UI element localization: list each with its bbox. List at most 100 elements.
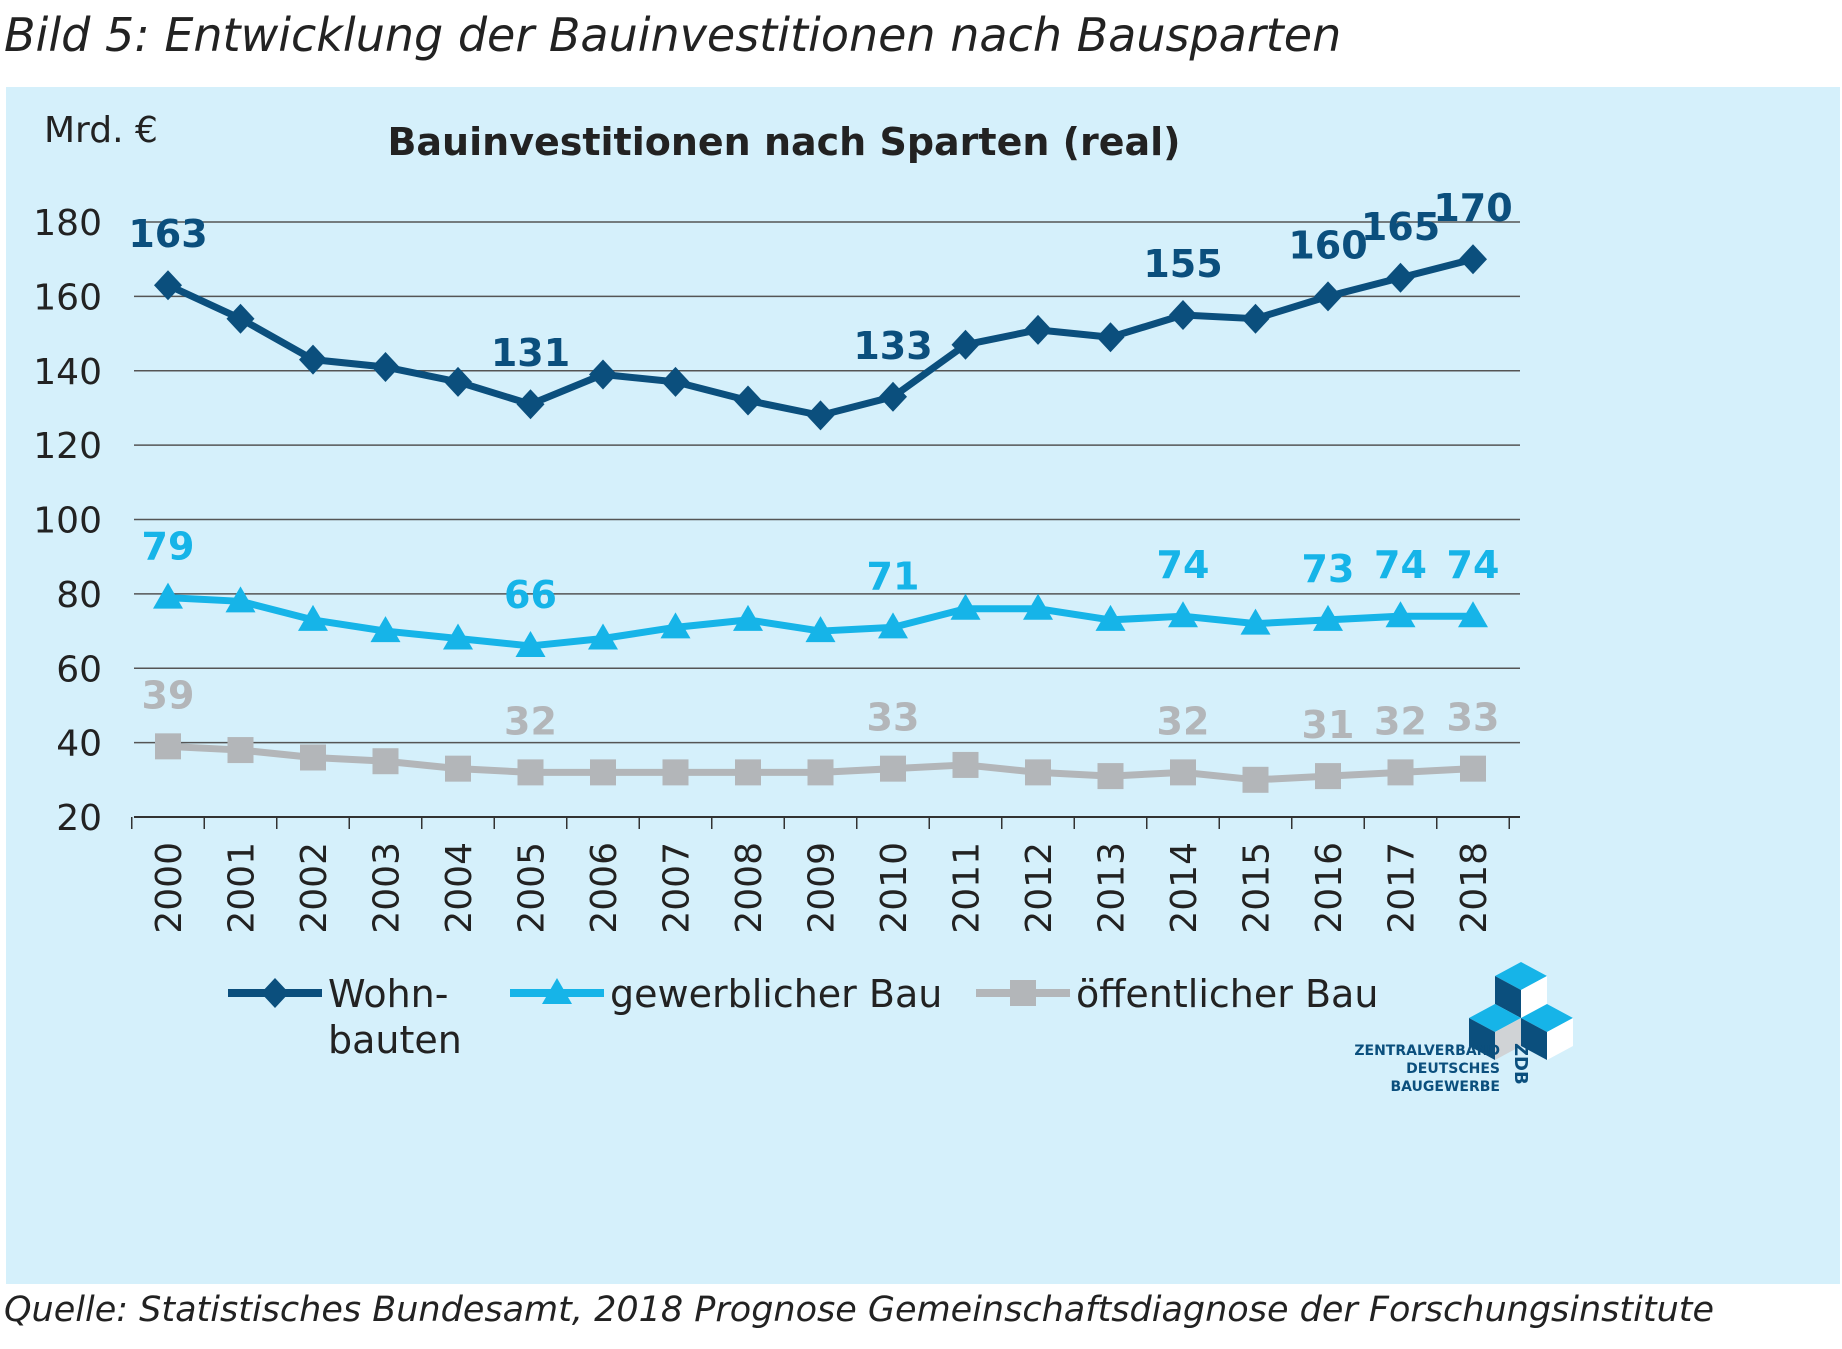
- data-label: 71: [867, 554, 920, 598]
- data-label: 170: [1433, 186, 1512, 230]
- data-point: [1170, 759, 1196, 786]
- data-point: [542, 978, 572, 1004]
- data-label: 165: [1361, 205, 1440, 249]
- data-point: [1168, 601, 1198, 628]
- data-point: [951, 329, 980, 360]
- data-point: [371, 352, 400, 383]
- x-tick-label: 2012: [1019, 842, 1060, 934]
- data-point: [1096, 322, 1125, 353]
- data-point: [590, 759, 616, 786]
- data-point: [661, 366, 690, 397]
- series-diamond: [154, 244, 1487, 431]
- y-axis-ticks: 20 40 60 80 100 120 140 160 180: [33, 203, 102, 839]
- y-tick-label: 160: [33, 277, 102, 318]
- data-point: [155, 733, 181, 760]
- y-tick-label: 120: [33, 426, 102, 467]
- data-point: [298, 604, 328, 631]
- y-tick-label: 20: [56, 798, 102, 839]
- data-point: [443, 623, 473, 650]
- data-point: [1241, 303, 1270, 334]
- data-point: [734, 385, 762, 416]
- y-tick-label: 60: [56, 649, 102, 690]
- legend-label: bauten: [328, 1018, 462, 1062]
- data-point: [660, 612, 691, 639]
- data-point: [878, 612, 908, 639]
- data-label: 74: [1374, 543, 1427, 587]
- x-tick-label: 2015: [1237, 842, 1278, 934]
- x-tick-label: 2006: [584, 842, 625, 934]
- data-label: 39: [142, 673, 195, 717]
- data-label: 79: [142, 525, 195, 569]
- data-label: 32: [1157, 699, 1210, 743]
- data-point: [1023, 593, 1053, 620]
- data-point: [1025, 759, 1051, 786]
- y-tick-label: 80: [56, 575, 102, 616]
- legend-item: gewerblicher Bau: [510, 972, 942, 1016]
- data-point: [515, 630, 546, 657]
- y-tick-label: 100: [33, 501, 102, 542]
- data-point: [1097, 763, 1124, 790]
- data-point: [517, 759, 544, 786]
- x-tick-label: 2013: [1092, 842, 1133, 934]
- data-point: [950, 593, 981, 620]
- legend-label: öffentlicher Bau: [1076, 972, 1378, 1016]
- legend-label: gewerblicher Bau: [610, 972, 942, 1016]
- x-tick-label: 2014: [1164, 842, 1205, 934]
- data-point: [1095, 604, 1126, 631]
- data-point: [880, 755, 906, 782]
- logo-line-3: BAUGEWERBE: [1390, 1079, 1500, 1095]
- data-point: [370, 616, 401, 643]
- x-tick-label: 2008: [729, 842, 770, 934]
- data-point: [1010, 980, 1036, 1006]
- x-tick-label: 2017: [1382, 842, 1423, 934]
- x-tick-label: 2010: [874, 842, 915, 934]
- legend: Wohn-bauten gewerblicher Bau öffentlicher …: [228, 972, 1378, 1062]
- data-label: 74: [1447, 543, 1500, 587]
- data-label: 33: [867, 696, 920, 740]
- logo-line-2: DEUTSCHES: [1406, 1061, 1500, 1077]
- data-point: [516, 389, 545, 420]
- data-point: [1240, 608, 1271, 635]
- source-note: Quelle: Statistisches Bundesamt, 2018 Pr…: [4, 1290, 1715, 1330]
- data-label: 33: [1447, 696, 1500, 740]
- data-point: [1387, 759, 1414, 786]
- data-point: [1169, 299, 1197, 330]
- data-label: 32: [1374, 699, 1427, 743]
- data-point: [444, 366, 472, 397]
- data-point: [805, 616, 836, 643]
- data-point: [1459, 244, 1487, 275]
- x-tick-label: 2016: [1309, 842, 1350, 934]
- y-tick-label: 180: [33, 203, 102, 244]
- data-point: [1313, 604, 1343, 631]
- data-point: [1458, 601, 1488, 628]
- y-tick-label: 140: [33, 352, 102, 393]
- x-tick-label: 2011: [947, 842, 988, 934]
- data-label: 74: [1157, 543, 1210, 587]
- x-axis-ticks: 2000 2001 2002 2003 2004 2005 2006 2007 2008 2009…: [131, 817, 1510, 934]
- data-point: [806, 400, 835, 431]
- data-point: [1024, 314, 1052, 345]
- x-tick-label: 2000: [149, 842, 190, 934]
- gridlines: [134, 221, 1520, 818]
- y-axis-label: Mrd. €: [44, 110, 158, 151]
- chart-title: Bauinvestitionen nach Sparten (real): [387, 120, 1180, 164]
- data-label: 155: [1143, 242, 1222, 286]
- data-label: 131: [491, 331, 570, 375]
- series-triangle: [153, 582, 1488, 657]
- x-tick-label: 2005: [512, 842, 553, 934]
- data-point: [226, 303, 255, 334]
- legend-label: Wohn-: [328, 972, 448, 1016]
- data-point: [372, 748, 399, 775]
- x-tick-label: 2003: [367, 842, 408, 934]
- data-label: 73: [1302, 547, 1355, 591]
- data-point: [589, 359, 617, 390]
- data-point: [227, 737, 254, 764]
- data-point: [153, 582, 183, 609]
- data-point: [1315, 763, 1341, 790]
- data-label: 133: [853, 324, 932, 368]
- zdb-logo: ZENTRALVERBAND DEUTSCHES BAUGEWERBE ZDB: [1354, 962, 1573, 1095]
- data-point: [1242, 766, 1269, 793]
- x-tick-label: 2002: [294, 842, 335, 934]
- data-point: [261, 978, 289, 1008]
- data-label: 31: [1302, 703, 1355, 747]
